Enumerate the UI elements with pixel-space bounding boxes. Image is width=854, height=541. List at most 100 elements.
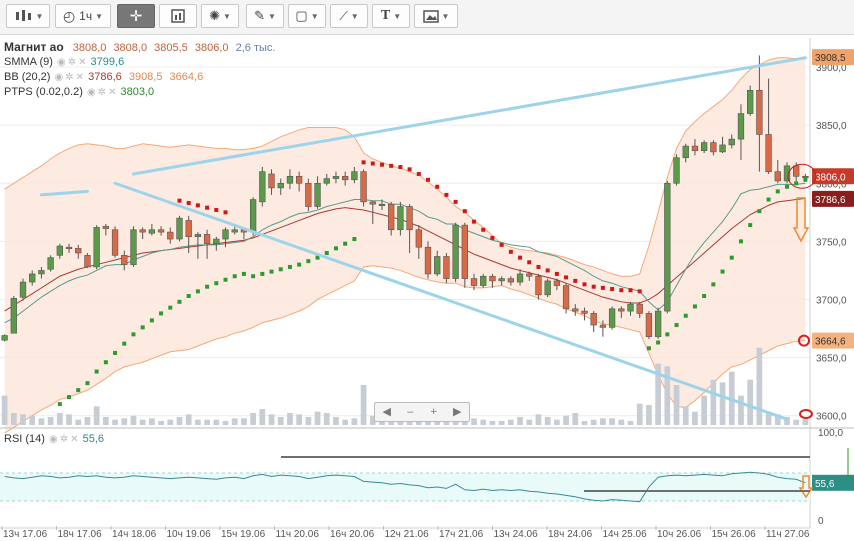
candle [728,138,735,146]
candle [562,285,570,310]
eye-icon[interactable]: ◉ [54,72,64,83]
x-tick-label: 18ч 24.06 [548,529,593,540]
candle [19,281,27,298]
rsi-label: RSI (14) [4,433,45,445]
price-tag [812,332,854,349]
candle [553,280,561,286]
sar-dot [462,209,467,214]
volume-bar [287,413,293,425]
close-icon[interactable]: ✕ [70,434,79,445]
candle [332,175,340,179]
scroll-left-icon[interactable]: ◀ [382,406,391,418]
arrow-down-icon [792,197,810,243]
volume-bar [47,417,54,425]
volume-bar [544,417,551,425]
highlight-circle [799,409,813,419]
line-draw-button[interactable]: ✎ ▼ [246,4,284,28]
sar-dot [794,181,799,186]
gear-icon[interactable]: ✲ [97,87,107,98]
timeframe-button[interactable]: ◴ 1ч ▼ [55,4,111,28]
bb-fill [4,57,806,434]
fullscreen-button[interactable] [159,4,197,28]
volume-bar [710,379,717,425]
text-tool-button[interactable]: T ▼ [372,4,410,28]
candle [489,275,496,282]
volume-bar [692,411,698,425]
sar-dot [499,242,504,247]
rsi-value-tag-label: 55,6 [815,479,835,490]
sar-dot [674,323,679,328]
candle [645,313,653,337]
candle [351,171,358,181]
sar-dot [637,289,642,294]
volume-bar [627,421,634,425]
gear-icon[interactable]: ✲ [67,57,77,68]
candle [65,246,73,249]
sar-dot [628,288,633,293]
crosshair-button[interactable]: ✛ [117,4,155,28]
volume-bar [20,414,26,425]
high-value: 3808,0 [113,42,148,54]
close-icon[interactable]: ✕ [78,57,87,68]
candle [185,220,192,238]
chart-type-candles-button[interactable]: ▼ [6,4,50,28]
volume-bar [56,413,63,425]
y-tick-label: 3900,0 [816,63,847,74]
sar-dot [352,237,357,242]
price-tag-label: 3786,6 [815,195,846,206]
price-axis: 3600,0 3650,0 3700,0 3750,0 3800,0 3850,0 3900… [0,38,854,528]
eye-icon[interactable]: ◉ [86,87,96,98]
eye-icon[interactable]: ◉ [49,434,58,445]
close-icon[interactable]: ✕ [108,87,117,98]
trendline [39,189,89,197]
gear-icon[interactable]: ✲ [59,434,69,445]
candles [1,55,809,342]
low-value: 3805,5 [154,42,188,54]
sar-dot [324,251,329,255]
x-tick-label: 13ч 24.06 [494,529,539,540]
indicator-lines [4,182,806,324]
sar-dot [472,219,477,224]
eye-icon[interactable]: ◉ [56,57,66,68]
candle [295,175,303,184]
image-button[interactable]: ▼ [414,4,458,28]
sar-dot [67,395,72,400]
shapes-button[interactable]: ▢ ▼ [288,4,326,28]
sar-dot [453,199,458,204]
volume-bar [333,417,339,425]
ptps-value: 3803,0 [120,86,155,98]
gear-icon[interactable]: ✲ [65,72,74,83]
sar-dot [260,271,265,276]
sar-dot [177,198,182,203]
candle [38,270,45,275]
volume-bar [250,413,256,425]
sar-dot [711,282,716,287]
smma-value: 3799,6 [90,56,125,68]
sar-dot [389,163,394,168]
volume-bar [701,395,708,425]
candle [608,308,616,328]
sar-dot [646,346,651,351]
zoom-in-icon[interactable]: + [430,406,437,418]
close-icon[interactable]: ✕ [75,72,85,83]
fib-tools-button[interactable]: ⟋ ▼ [330,4,368,28]
sar-dot [416,171,421,176]
candle [286,175,294,184]
volume-bar [655,363,661,425]
sar-dot [168,305,173,310]
sar-dot [214,281,219,286]
scroll-right-icon[interactable]: ▶ [453,406,462,418]
volume-bar [222,421,229,425]
volume-bar [231,418,238,425]
volume-bar [572,413,579,425]
candle [231,229,238,233]
volume-bar [268,414,275,425]
volume-bar [507,419,514,425]
sar-dot [757,209,762,214]
sar-dot [518,255,523,260]
volume-bar [784,417,790,425]
volume-bar [342,419,349,425]
indicators-button[interactable]: ✺ ▼ [201,4,239,28]
zoom-out-icon[interactable]: – [407,406,414,418]
